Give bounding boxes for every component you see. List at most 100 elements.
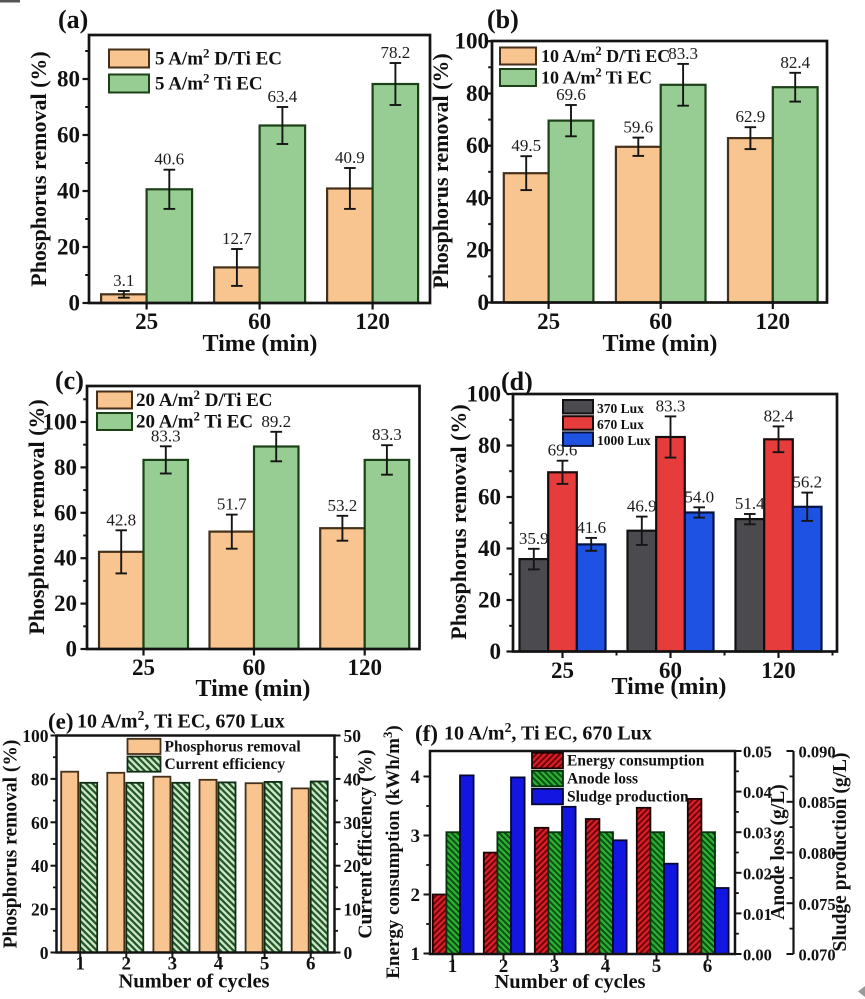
svg-text:25: 25: [132, 655, 155, 680]
svg-text:3: 3: [168, 954, 178, 975]
svg-text:5: 5: [260, 954, 270, 975]
svg-text:120: 120: [355, 309, 390, 334]
svg-text:0.01: 0.01: [743, 905, 772, 924]
svg-text:10 A/m2​, Ti EC, 670 Lux: 10 A/m2​, Ti EC, 670 Lux: [444, 720, 652, 745]
svg-text:20: 20: [344, 856, 362, 876]
svg-text:100: 100: [22, 726, 49, 746]
svg-text:Number of cycles: Number of cycles: [118, 971, 269, 993]
svg-text:0.02: 0.02: [743, 864, 772, 883]
svg-text:2: 2: [499, 956, 509, 977]
svg-text:60: 60: [466, 133, 489, 158]
svg-text:42.8: 42.8: [106, 510, 136, 529]
svg-text:60: 60: [54, 500, 77, 525]
svg-text:82.4: 82.4: [780, 53, 810, 72]
svg-text:4: 4: [214, 954, 224, 975]
svg-text:(d): (d): [501, 367, 533, 396]
svg-text:62.9: 62.9: [736, 107, 766, 126]
svg-text:20: 20: [31, 900, 49, 920]
svg-text:2: 2: [411, 885, 421, 906]
svg-text:0.03: 0.03: [743, 824, 772, 843]
svg-text:0: 0: [69, 291, 81, 316]
svg-text:0: 0: [478, 290, 490, 315]
svg-text:59.6: 59.6: [623, 118, 653, 137]
svg-text:100: 100: [467, 382, 502, 407]
svg-text:10 A/m2​ Ti EC: 10 A/m2​ Ti EC: [541, 66, 652, 88]
svg-text:1000 Lux: 1000 Lux: [597, 433, 651, 448]
svg-text:69.6: 69.6: [556, 85, 586, 104]
svg-text:Sludge production (g/L): Sludge production (g/L): [830, 752, 851, 951]
svg-text:Energy consumption: Energy consumption: [567, 753, 705, 770]
svg-text:(e): (e): [48, 709, 74, 734]
svg-text:0.075: 0.075: [799, 895, 836, 914]
svg-text:83.3: 83.3: [151, 426, 181, 445]
svg-text:4: 4: [601, 956, 611, 977]
svg-text:46.9: 46.9: [627, 497, 657, 516]
svg-text:40: 40: [466, 186, 489, 211]
svg-text:Current efficiency: Current efficiency: [165, 756, 286, 773]
svg-text:670 Lux: 670 Lux: [597, 417, 644, 432]
svg-text:Anode loss: Anode loss: [567, 771, 638, 788]
svg-text:40: 40: [57, 179, 80, 204]
svg-text:Phosphorus removal (%): Phosphorus removal (%): [446, 404, 471, 640]
svg-text:49.5: 49.5: [511, 136, 541, 155]
svg-text:20: 20: [478, 588, 501, 613]
svg-text:0: 0: [40, 943, 49, 963]
svg-text:40: 40: [54, 546, 77, 571]
svg-text:10: 10: [344, 900, 362, 920]
svg-text:Phosphorus removal (%): Phosphorus removal (%): [1, 740, 22, 949]
svg-text:54.0: 54.0: [684, 487, 714, 506]
svg-text:10 A/m2​, Ti EC, 670 Lux: 10 A/m2​, Ti EC, 670 Lux: [77, 708, 285, 733]
svg-text:3: 3: [411, 826, 421, 847]
svg-text:Phosphorus removal: Phosphorus removal: [165, 739, 302, 756]
svg-text:Anode loss (g/L): Anode loss (g/L): [768, 784, 789, 919]
svg-text:12.7: 12.7: [222, 229, 252, 248]
svg-text:60: 60: [659, 658, 682, 683]
svg-text:60: 60: [57, 123, 80, 148]
svg-text:5: 5: [652, 956, 662, 977]
svg-text:100: 100: [43, 410, 78, 435]
svg-text:25: 25: [135, 309, 158, 334]
svg-text:Time (min): Time (min): [196, 676, 311, 702]
svg-text:(f): (f): [415, 721, 438, 746]
svg-text:0.04: 0.04: [743, 783, 772, 802]
svg-text:(b): (b): [487, 5, 519, 34]
svg-text:60: 60: [248, 309, 271, 334]
svg-text:120: 120: [347, 655, 382, 680]
svg-text:Phosphorus removal (%): Phosphorus removal (%): [26, 51, 51, 287]
svg-text:35.9: 35.9: [519, 529, 549, 548]
svg-text:40.9: 40.9: [335, 148, 365, 167]
svg-text:1: 1: [411, 944, 421, 965]
svg-text:5 A/m2​ Ti EC: 5 A/m2​ Ti EC: [155, 71, 263, 94]
svg-text:25: 25: [551, 658, 574, 683]
svg-text:(a): (a): [58, 5, 88, 34]
svg-text:60: 60: [31, 813, 49, 833]
svg-text:50: 50: [344, 726, 362, 746]
svg-text:53.2: 53.2: [328, 496, 358, 515]
svg-text:370 Lux: 370 Lux: [597, 401, 644, 416]
svg-text:20: 20: [54, 591, 77, 616]
svg-text:5 A/m2​ D/Ti EC: 5 A/m2​ D/Ti EC: [155, 46, 282, 69]
svg-text:30: 30: [344, 813, 362, 833]
svg-text:4: 4: [411, 767, 421, 788]
svg-text:20: 20: [57, 235, 80, 260]
svg-text:80: 80: [54, 455, 77, 480]
svg-text:40: 40: [344, 769, 362, 789]
svg-text:63.4: 63.4: [268, 87, 298, 106]
svg-text:2: 2: [122, 954, 132, 975]
svg-text:Phosphorus removal (%): Phosphorus removal (%): [24, 399, 49, 635]
svg-text:120: 120: [756, 309, 791, 334]
svg-text:6: 6: [306, 954, 316, 975]
svg-text:0: 0: [490, 639, 502, 664]
svg-text:40: 40: [478, 536, 501, 561]
svg-text:89.2: 89.2: [261, 412, 291, 431]
svg-text:(c): (c): [55, 366, 84, 395]
svg-text:Phosphorus removal (%): Phosphorus removal (%): [428, 53, 453, 289]
svg-text:25: 25: [537, 309, 560, 334]
svg-text:120: 120: [761, 658, 796, 683]
svg-text:41.6: 41.6: [576, 518, 606, 537]
svg-text:3.1: 3.1: [113, 271, 134, 290]
svg-text:40: 40: [31, 856, 49, 876]
svg-text:0.05: 0.05: [743, 743, 772, 762]
svg-text:78.2: 78.2: [381, 43, 411, 62]
svg-text:80: 80: [478, 433, 501, 458]
